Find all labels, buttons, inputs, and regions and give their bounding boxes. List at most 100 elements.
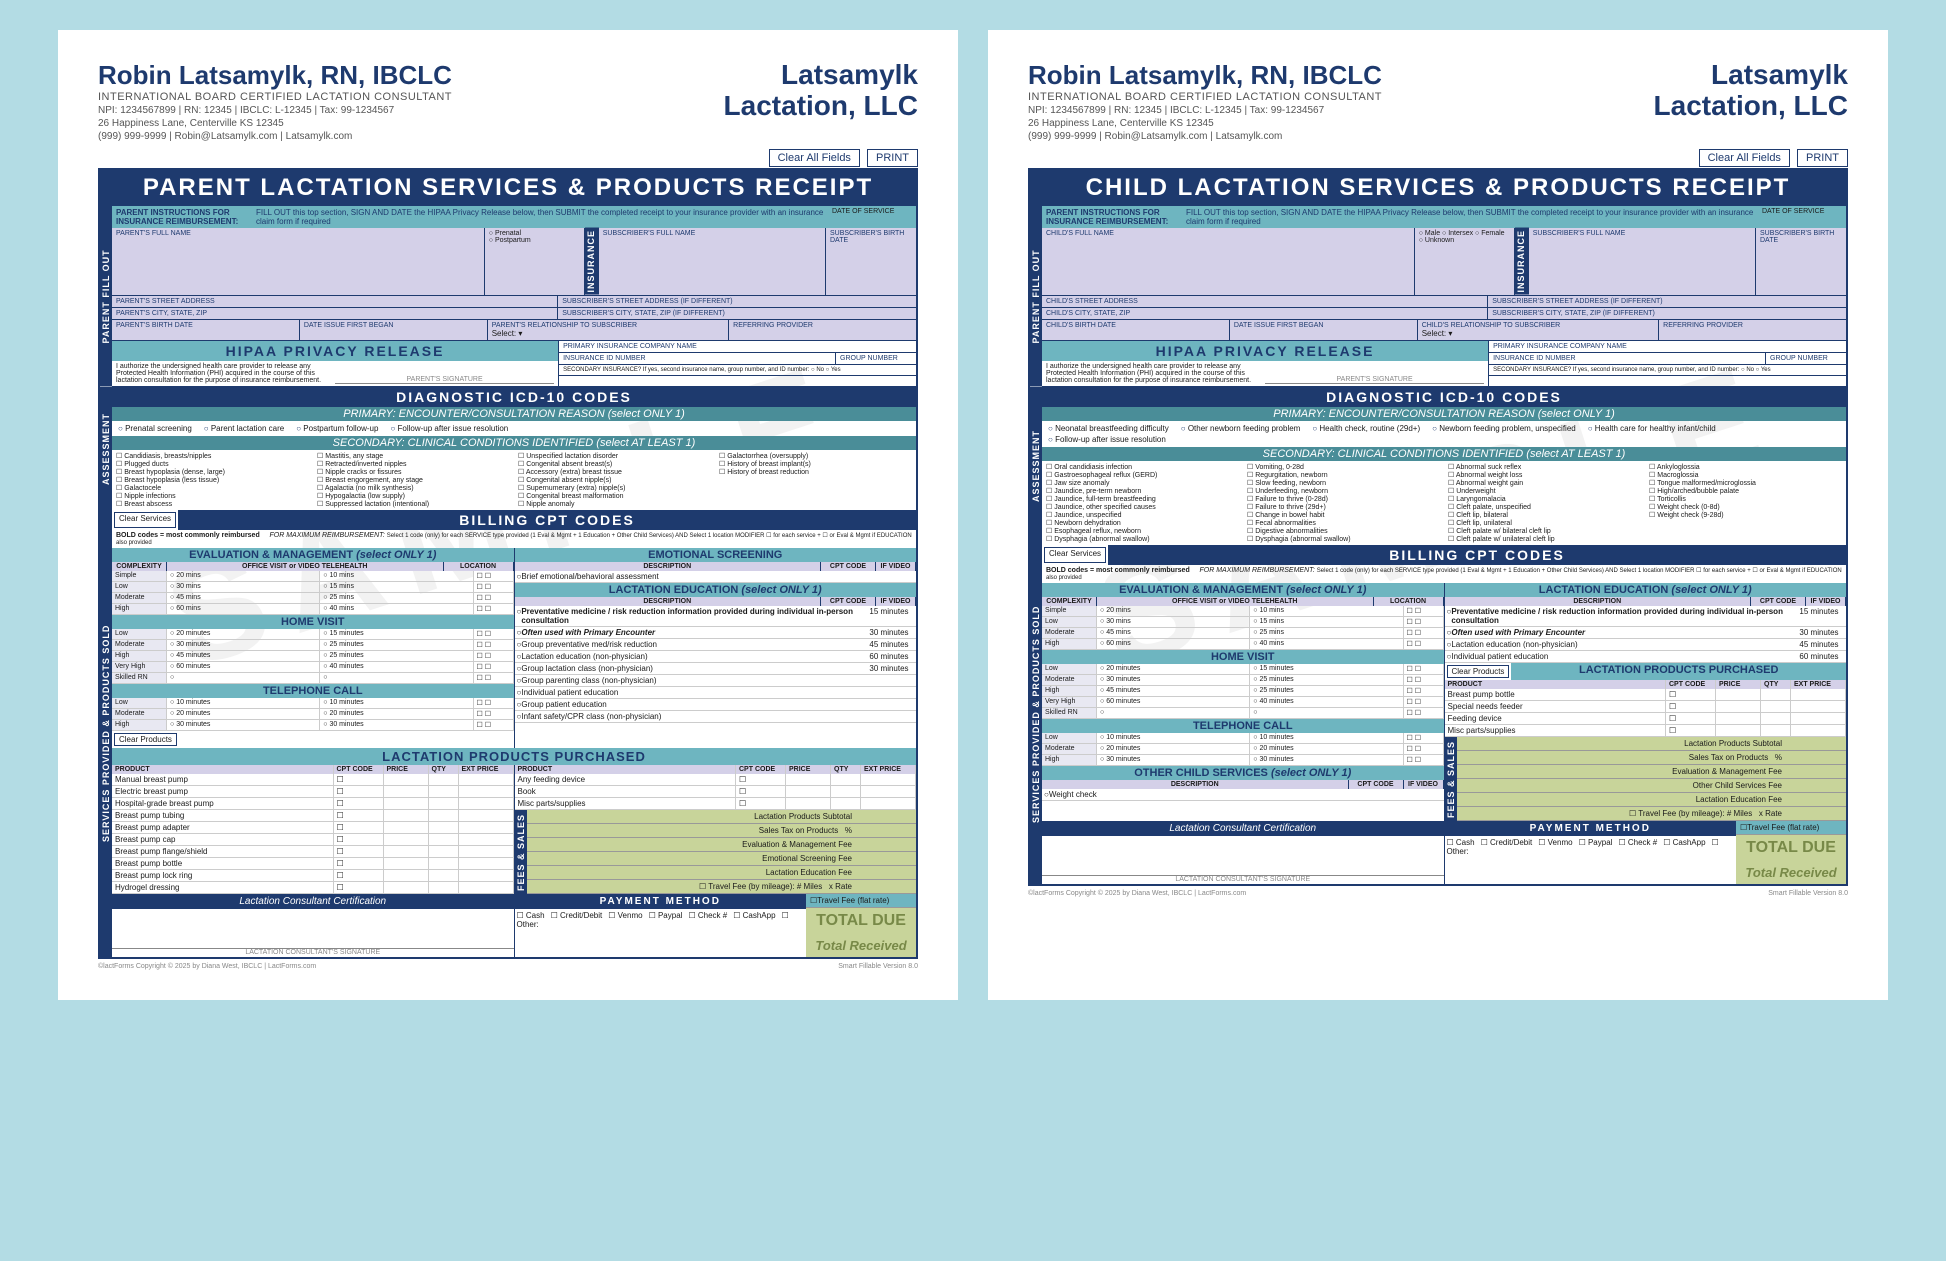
condition-checkbox[interactable]: Retracted/inverted nipples [317, 460, 510, 468]
em-follow-option[interactable]: 15 minutes [1250, 664, 1403, 674]
em-first-option[interactable]: 20 minutes [167, 709, 320, 719]
secondary-no[interactable]: No [811, 367, 824, 373]
condition-checkbox[interactable]: Ankyloglossia [1649, 463, 1842, 471]
condition-checkbox[interactable]: Change in bowel habit [1247, 511, 1440, 519]
icd-primary-option[interactable]: Health care for healthy infant/child [1588, 424, 1716, 433]
parent-name-field[interactable]: PARENT'S FULL NAME [116, 230, 480, 237]
em-first-option[interactable]: 45 mins [167, 593, 320, 603]
edu-option[interactable]: Often used with Primary Encounter [521, 628, 864, 637]
payment-option[interactable]: Check # [1618, 838, 1657, 847]
em-follow-option[interactable]: 40 minutes [1250, 697, 1403, 707]
condition-checkbox[interactable]: History of breast reduction [719, 468, 912, 476]
clear-all-button[interactable]: Clear All Fields [769, 149, 860, 167]
em-first-option[interactable]: 20 mins [1097, 606, 1250, 616]
secondary-no[interactable]: No [1741, 367, 1754, 373]
em-follow-option[interactable]: 10 minutes [1250, 733, 1403, 743]
em-follow-option[interactable]: 15 mins [320, 582, 473, 592]
em-follow-option[interactable]: 40 minutes [320, 662, 473, 672]
clear-services-button[interactable]: Clear Services [114, 512, 176, 528]
edu-option[interactable]: Group preventative med/risk reduction [521, 640, 864, 649]
subscriber-name-field[interactable]: SUBSCRIBER'S FULL NAME [1533, 230, 1751, 237]
consultant-signature[interactable] [112, 909, 514, 949]
em-first-option[interactable]: 30 mins [167, 582, 320, 592]
edu-option[interactable]: Individual patient education [521, 688, 864, 697]
issue-date-field[interactable]: DATE ISSUE FIRST BEGAN [304, 322, 483, 329]
em-follow-option[interactable]: 15 mins [1250, 617, 1403, 627]
condition-checkbox[interactable]: Digestive abnormalities [1247, 527, 1440, 535]
primary-ins-field[interactable]: PRIMARY INSURANCE COMPANY NAME [1493, 343, 1842, 350]
condition-checkbox[interactable]: Cleft palate w/ unilateral cleft lip [1448, 535, 1641, 543]
subscriber-birth-field[interactable]: SUBSCRIBER'S BIRTH DATE [1760, 230, 1842, 244]
em-first-option[interactable]: 45 mins [1097, 628, 1250, 638]
em-first-option[interactable]: 30 minutes [167, 720, 320, 730]
em-follow-option[interactable]: 25 minutes [320, 640, 473, 650]
payment-option[interactable]: Paypal [649, 911, 683, 920]
parent-signature-line[interactable]: PARENT'S SIGNATURE [335, 376, 554, 384]
travel-flat[interactable]: Travel Fee (flat rate) [817, 896, 889, 905]
condition-checkbox[interactable]: Tongue malformed/microglossia [1649, 479, 1842, 487]
referring-field[interactable]: REFERRING PROVIDER [733, 322, 912, 329]
edu-option[interactable]: Preventative medicine / risk reduction i… [1451, 607, 1794, 625]
condition-checkbox[interactable]: Laryngomalacia [1448, 495, 1641, 503]
em-first-option[interactable]: 10 minutes [1097, 733, 1250, 743]
sub-street-field[interactable]: SUBSCRIBER'S STREET ADDRESS (if differen… [562, 298, 912, 305]
condition-checkbox[interactable]: Jaw size anomaly [1046, 479, 1239, 487]
subscriber-birth-field[interactable]: SUBSCRIBER'S BIRTH DATE [830, 230, 912, 244]
em-follow-option[interactable]: 20 minutes [1250, 744, 1403, 754]
condition-checkbox[interactable]: Oral candidiasis infection [1046, 463, 1239, 471]
child-birth-field[interactable]: CHILD'S BIRTH DATE [1046, 322, 1225, 329]
edu-option[interactable]: Group parenting class (non-physician) [521, 676, 864, 685]
condition-checkbox[interactable]: Weight check (9-28d) [1649, 511, 1842, 519]
condition-checkbox[interactable]: Breast engorgement, any stage [317, 476, 510, 484]
condition-checkbox[interactable]: Congenital breast malformation [518, 492, 711, 500]
em-first-option[interactable]: 20 minutes [1097, 664, 1250, 674]
em-first-option[interactable] [167, 673, 320, 683]
condition-checkbox[interactable]: Cleft palate, unspecified [1448, 503, 1641, 511]
clear-services-button[interactable]: Clear Services [1044, 547, 1106, 563]
em-follow-option[interactable]: 25 mins [320, 593, 473, 603]
icd-primary-option[interactable]: Prenatal screening [118, 424, 192, 433]
consultant-signature[interactable] [1042, 836, 1444, 876]
condition-checkbox[interactable]: Galactocele [116, 484, 309, 492]
em-follow-option[interactable]: 30 minutes [320, 720, 473, 730]
em-follow-option[interactable]: 10 minutes [320, 698, 473, 708]
secondary-yes[interactable]: Yes [1756, 367, 1771, 373]
em-first-option[interactable]: 45 minutes [167, 651, 320, 661]
condition-checkbox[interactable]: Macroglossia [1649, 471, 1842, 479]
condition-checkbox[interactable]: Esophageal reflux, newborn [1046, 527, 1239, 535]
em-follow-option[interactable]: 10 mins [320, 571, 473, 581]
condition-checkbox[interactable]: Abnormal weight loss [1448, 471, 1641, 479]
condition-checkbox[interactable]: Breast hypoplasia (less tissue) [116, 476, 309, 484]
em-follow-option[interactable]: 25 minutes [1250, 686, 1403, 696]
birth-field[interactable]: PARENT'S BIRTH DATE [116, 322, 295, 329]
condition-checkbox[interactable]: Suppressed lactation (intentional) [317, 500, 510, 508]
em-follow-option[interactable]: 25 minutes [320, 651, 473, 661]
condition-checkbox[interactable]: History of breast implant(s) [719, 460, 912, 468]
edu-option[interactable]: Often used with Primary Encounter [1451, 628, 1794, 637]
primary-ins-field[interactable]: PRIMARY INSURANCE COMPANY NAME [563, 343, 912, 350]
icd-primary-option[interactable]: Health check, routine (29d+) [1312, 424, 1420, 433]
em-first-option[interactable]: 30 minutes [1097, 675, 1250, 685]
em-first-option[interactable]: 60 minutes [1097, 697, 1250, 707]
condition-checkbox[interactable]: Galactorrhea (oversupply) [719, 452, 912, 460]
em-first-option[interactable] [1097, 708, 1250, 718]
em-first-option[interactable]: 10 minutes [167, 698, 320, 708]
weight-check[interactable]: Weight check [1049, 790, 1392, 799]
em-first-option[interactable]: 45 minutes [1097, 686, 1250, 696]
clear-products-button[interactable]: Clear Products [114, 733, 177, 746]
emo-desc[interactable]: Brief emotional/behavioral assessment [521, 572, 864, 581]
edu-option[interactable]: Individual patient education [1451, 652, 1794, 661]
clear-all-button[interactable]: Clear All Fields [1699, 149, 1790, 167]
em-follow-option[interactable] [1250, 708, 1403, 718]
payment-option[interactable]: Check # [688, 911, 727, 920]
ins-id-field[interactable]: INSURANCE ID NUMBER [1493, 355, 1761, 362]
sub-street-field[interactable]: SUBSCRIBER'S STREET ADDRESS (if differen… [1492, 298, 1842, 305]
condition-checkbox[interactable]: Nipple anomaly [518, 500, 711, 508]
condition-checkbox[interactable]: Underfeeding, newborn [1247, 487, 1440, 495]
subscriber-name-field[interactable]: SUBSCRIBER'S FULL NAME [603, 230, 821, 237]
sub-csz-field[interactable]: SUBSCRIBER'S CITY, STATE, ZIP (if differ… [562, 310, 912, 317]
em-first-option[interactable]: 20 mins [167, 571, 320, 581]
sub-csz-field[interactable]: SUBSCRIBER'S CITY, STATE, ZIP (if differ… [1492, 310, 1842, 317]
fee-travel[interactable]: Travel Fee (by mileage): # Miles [708, 882, 822, 891]
em-follow-option[interactable]: 30 minutes [1250, 755, 1403, 765]
